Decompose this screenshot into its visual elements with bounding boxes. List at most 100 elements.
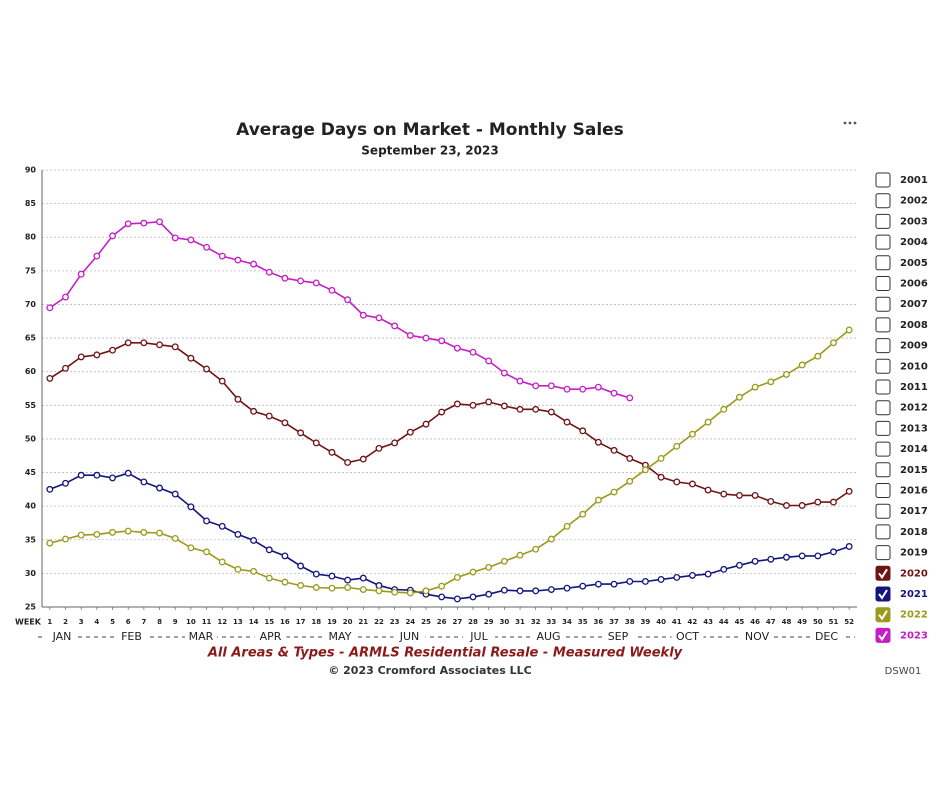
data-point bbox=[594, 580, 602, 588]
legend-label: 2009 bbox=[900, 341, 928, 352]
legend-checkbox[interactable] bbox=[875, 420, 891, 436]
data-point bbox=[626, 578, 634, 585]
legend-checkbox[interactable] bbox=[875, 172, 891, 188]
x-tick-label: 28 bbox=[468, 618, 478, 626]
month-label: SEP bbox=[608, 630, 629, 643]
legend-label: 2017 bbox=[900, 506, 928, 517]
data-point bbox=[751, 491, 759, 499]
data-point bbox=[62, 479, 69, 487]
data-point bbox=[62, 364, 69, 372]
legend-item[interactable]: 2001 bbox=[875, 172, 928, 188]
data-point bbox=[422, 334, 430, 342]
data-point bbox=[297, 562, 305, 570]
x-tick-label: 23 bbox=[390, 618, 400, 626]
legend-checkbox[interactable] bbox=[875, 503, 891, 519]
data-point bbox=[234, 256, 242, 264]
legend-checkbox[interactable] bbox=[875, 607, 891, 623]
legend-checkbox[interactable] bbox=[875, 213, 891, 229]
legend-checkbox[interactable] bbox=[875, 565, 891, 581]
data-point bbox=[140, 478, 148, 486]
legend-checkbox[interactable] bbox=[875, 255, 891, 271]
data-point bbox=[688, 480, 696, 488]
legend-item[interactable]: 2005 bbox=[875, 255, 928, 271]
data-point bbox=[250, 260, 258, 268]
data-point bbox=[312, 439, 320, 447]
legend-checkbox[interactable] bbox=[875, 483, 891, 498]
x-tick-label: 33 bbox=[547, 618, 557, 626]
data-point bbox=[218, 252, 226, 260]
data-point bbox=[124, 527, 132, 535]
legend-checkbox[interactable] bbox=[875, 358, 891, 374]
data-point bbox=[516, 551, 524, 559]
data-point bbox=[783, 553, 790, 561]
legend-item[interactable]: 2008 bbox=[875, 317, 928, 333]
data-point bbox=[516, 377, 524, 385]
legend-checkbox[interactable] bbox=[875, 524, 891, 540]
legend-item[interactable]: 2017 bbox=[875, 503, 928, 519]
data-point bbox=[438, 337, 446, 345]
data-point bbox=[297, 582, 305, 589]
legend-checkbox[interactable] bbox=[875, 627, 891, 643]
data-point bbox=[814, 498, 822, 506]
legend-item[interactable]: 2016 bbox=[875, 483, 928, 498]
data-point bbox=[830, 339, 837, 347]
legend-item[interactable]: 2023 bbox=[875, 627, 928, 643]
legend-checkbox[interactable] bbox=[875, 462, 891, 478]
legend-checkbox[interactable] bbox=[875, 317, 891, 333]
data-point bbox=[250, 536, 258, 544]
legend-checkbox[interactable] bbox=[875, 234, 891, 250]
month-label: JAN bbox=[52, 630, 72, 643]
data-point bbox=[547, 382, 555, 390]
x-tick-label: 3 bbox=[79, 618, 84, 626]
legend-item[interactable]: 2020 bbox=[875, 565, 928, 581]
data-point bbox=[328, 584, 336, 592]
legend-item[interactable]: 2014 bbox=[875, 441, 928, 457]
series-line bbox=[49, 342, 850, 507]
data-point bbox=[547, 586, 555, 593]
legend-item[interactable]: 2018 bbox=[875, 524, 928, 540]
month-label: NOV bbox=[745, 630, 770, 643]
legend-item[interactable]: 2021 bbox=[875, 586, 928, 602]
legend-item[interactable]: 2011 bbox=[875, 379, 928, 395]
data-point bbox=[375, 314, 383, 322]
legend-checkbox[interactable] bbox=[875, 296, 891, 312]
legend-checkbox[interactable] bbox=[875, 586, 891, 602]
legend-checkbox[interactable] bbox=[875, 379, 891, 395]
legend-checkbox[interactable] bbox=[875, 338, 891, 354]
legend-item[interactable]: 2015 bbox=[875, 462, 928, 478]
legend-item[interactable]: 2004 bbox=[875, 234, 928, 250]
x-tick-label: 32 bbox=[531, 618, 541, 626]
legend-checkbox[interactable] bbox=[875, 193, 891, 209]
menu-icon[interactable] bbox=[843, 121, 857, 125]
data-point bbox=[626, 454, 634, 462]
month-gap bbox=[671, 630, 704, 644]
legend-item[interactable]: 2007 bbox=[875, 296, 928, 312]
data-point bbox=[171, 490, 179, 498]
legend-checkbox[interactable] bbox=[875, 276, 891, 291]
data-point bbox=[783, 370, 790, 378]
series-line bbox=[49, 329, 850, 594]
y-tick-label: 85 bbox=[25, 199, 37, 208]
legend-item[interactable]: 2009 bbox=[875, 338, 928, 354]
data-point bbox=[344, 296, 352, 304]
x-tick-label: 40 bbox=[656, 618, 666, 626]
legend-item[interactable]: 2012 bbox=[875, 400, 928, 416]
legend-checkbox[interactable] bbox=[875, 441, 891, 457]
legend-item[interactable]: 2013 bbox=[875, 420, 928, 436]
legend-checkbox[interactable] bbox=[875, 545, 891, 561]
legend-label: 2007 bbox=[900, 299, 928, 310]
legend-item[interactable]: 2019 bbox=[875, 545, 928, 561]
legend-checkbox[interactable] bbox=[875, 400, 891, 416]
legend-item[interactable]: 2002 bbox=[875, 193, 928, 209]
data-point bbox=[688, 430, 696, 438]
legend-item[interactable]: 2006 bbox=[875, 276, 928, 291]
data-point bbox=[297, 277, 305, 285]
x-tick-label: 46 bbox=[750, 618, 760, 626]
x-tick-label: 30 bbox=[499, 618, 509, 626]
legend-item[interactable]: 2010 bbox=[875, 358, 928, 374]
data-point bbox=[391, 588, 399, 596]
legend-item[interactable]: 2003 bbox=[875, 213, 928, 229]
legend-item[interactable]: 2022 bbox=[875, 607, 928, 623]
data-point bbox=[265, 412, 273, 420]
month-gap bbox=[254, 630, 287, 644]
